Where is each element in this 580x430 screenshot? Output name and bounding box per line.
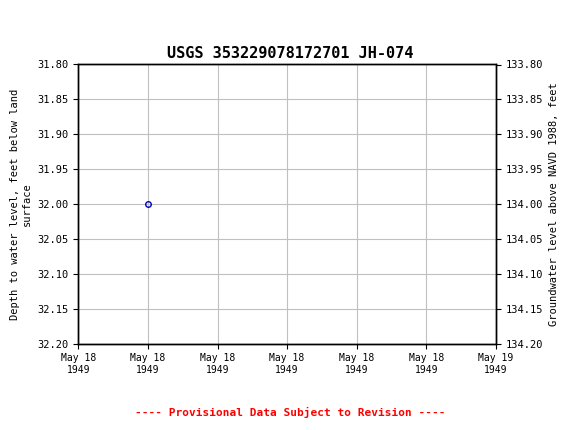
Text: ≈USGS: ≈USGS xyxy=(3,14,74,31)
Y-axis label: Groundwater level above NAVD 1988, feet: Groundwater level above NAVD 1988, feet xyxy=(549,83,559,326)
Text: USGS 353229078172701 JH-074: USGS 353229078172701 JH-074 xyxy=(167,46,413,61)
Y-axis label: Depth to water level, feet below land
surface: Depth to water level, feet below land su… xyxy=(10,89,32,320)
Text: ---- Provisional Data Subject to Revision ----: ---- Provisional Data Subject to Revisio… xyxy=(135,407,445,418)
